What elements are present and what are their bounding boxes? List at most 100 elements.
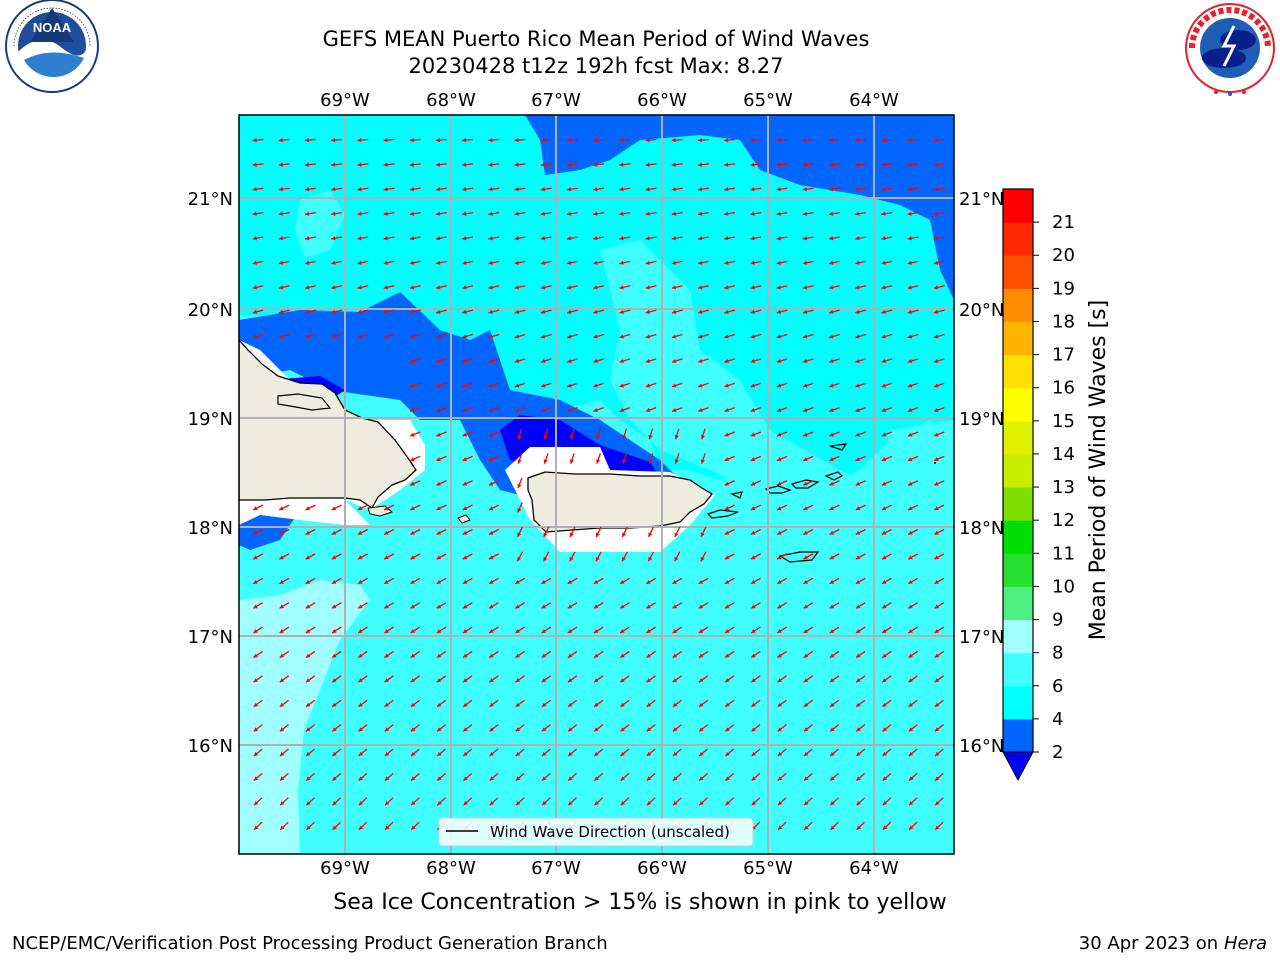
wind-wave-arrow-head [645, 383, 651, 388]
wind-wave-arrow-head [488, 432, 494, 437]
wind-wave-arrow-head [331, 285, 336, 290]
wind-wave-arrow-head [803, 579, 808, 584]
wind-wave-arrow-head [488, 260, 493, 265]
wind-wave-arrow-head [698, 678, 704, 683]
lon-label-bottom: 67°W [531, 858, 581, 879]
wind-wave-arrow-head [462, 604, 468, 609]
wind-wave-arrow-head [724, 506, 730, 511]
wind-wave-arrow-head [622, 434, 627, 440]
wind-wave-arrow-head [777, 604, 782, 609]
wind-wave-arrow-head [541, 629, 547, 633]
wind-wave-arrow-head [855, 506, 861, 511]
wind-wave-arrow-head [515, 800, 521, 806]
wind-wave-arrow-head [750, 383, 756, 388]
wind-wave-arrow-head [646, 800, 652, 806]
wind-wave-arrow-head [646, 653, 651, 658]
wind-wave-arrow-head [305, 309, 310, 314]
wind-wave-arrow-head [881, 236, 886, 241]
wind-wave-arrow-head [646, 776, 652, 781]
wind-wave-arrow-head [462, 481, 468, 486]
period-field-6-8-patch-2 [295, 190, 345, 258]
wind-wave-arrow-head [802, 236, 808, 241]
wind-wave-arrow-head [567, 629, 573, 633]
wind-wave-arrow-head [463, 776, 468, 781]
wind-wave-arrow-head [724, 236, 729, 241]
wind-wave-arrow-head [279, 555, 284, 560]
wind-wave-arrow-head [253, 629, 258, 633]
wind-wave-arrow-head [594, 800, 599, 806]
wind-wave-arrow-head [777, 727, 783, 732]
wind-wave-arrow-head [828, 236, 834, 241]
lon-label-top: 68°W [426, 90, 476, 111]
wind-wave-arrow-head [907, 358, 913, 364]
footer-machine: Hera [1223, 933, 1267, 954]
wind-wave-arrow-head [724, 187, 729, 192]
wind-wave-arrow-head [908, 530, 913, 535]
wind-wave-arrow-head [253, 702, 259, 707]
wind-wave-arrow-head [803, 702, 809, 707]
wind-wave-arrow-head [384, 653, 389, 658]
wind-wave-arrow-head [803, 457, 808, 462]
wind-wave-arrow-head [541, 702, 547, 707]
wind-wave-arrow-head [436, 604, 442, 609]
wind-wave-arrow-head [907, 260, 912, 265]
wind-wave-arrow-head [881, 481, 887, 486]
wind-wave-arrow-head [331, 530, 337, 535]
wind-wave-arrow-head [907, 457, 913, 462]
wind-wave-arrow-head [855, 260, 860, 265]
map-frame [238, 114, 955, 855]
lon-label-top: 67°W [531, 90, 581, 111]
wind-wave-arrow-head [881, 358, 886, 364]
wind-wave-arrow-head [358, 678, 363, 683]
wind-wave-arrow-head [724, 285, 729, 290]
wind-wave-arrow-head [540, 236, 546, 241]
wind-wave-arrow-head [777, 751, 783, 756]
wind-wave-arrow-head [881, 383, 887, 388]
wind-wave-arrow-head [725, 727, 730, 732]
wind-wave-arrow-head [306, 825, 311, 830]
wind-wave-arrow-head [645, 285, 650, 290]
wind-wave-arrow-head [540, 334, 546, 339]
wind-wave-arrow-head [409, 309, 415, 314]
wind-wave-arrow-head [697, 137, 703, 143]
wind-wave-arrow-head [777, 800, 783, 806]
colorbar-segment [1003, 652, 1033, 687]
wind-wave-arrow-head [881, 530, 887, 535]
wind-wave-arrow-head [674, 556, 679, 562]
wind-wave-arrow-head [908, 506, 913, 511]
wind-wave-arrow-head [542, 776, 547, 781]
wind-wave-arrow-head [828, 137, 834, 143]
wind-wave-arrow-head [279, 629, 285, 633]
wind-wave-arrow-head [489, 702, 494, 707]
wind-wave-arrow-head [593, 579, 599, 584]
wind-wave-arrow-head [489, 800, 495, 806]
wind-wave-arrow-head [463, 800, 468, 806]
wind-wave-arrow-head [804, 800, 809, 806]
wind-wave-arrow-head [933, 334, 939, 339]
wind-wave-arrow-head [462, 236, 467, 241]
wind-wave-arrow-head [646, 727, 652, 732]
period-field-6-8-south [239, 525, 954, 854]
wind-wave-arrow-head [358, 579, 363, 584]
wind-wave-arrow-head [332, 751, 337, 756]
wind-wave-arrow-head [463, 702, 468, 707]
wind-wave-arrow-head [645, 309, 651, 314]
wind-wave-arrow-head [673, 800, 678, 806]
wind-wave-arrow-head [829, 334, 834, 339]
wind-wave-arrow-head [724, 358, 729, 364]
wind-wave-arrow-head [462, 555, 468, 560]
wind-wave-arrow-head [829, 408, 834, 413]
wind-wave-arrow-head [881, 334, 886, 339]
lon-label-bottom: 65°W [743, 858, 793, 879]
wind-wave-arrow-head [830, 751, 835, 756]
wind-wave-arrow-head [619, 187, 624, 192]
wind-wave-arrow-head [855, 555, 861, 560]
wind-wave-arrow-head [332, 653, 337, 658]
wind-wave-arrow-head [383, 162, 388, 167]
wind-wave-arrow-head [593, 236, 598, 241]
wind-wave-arrow-head [829, 555, 835, 560]
wind-wave-arrow-head [724, 260, 729, 265]
wind-wave-arrow-head [409, 358, 415, 364]
colorbar-segment [1003, 586, 1033, 621]
wind-wave-arrow-head [567, 702, 573, 707]
